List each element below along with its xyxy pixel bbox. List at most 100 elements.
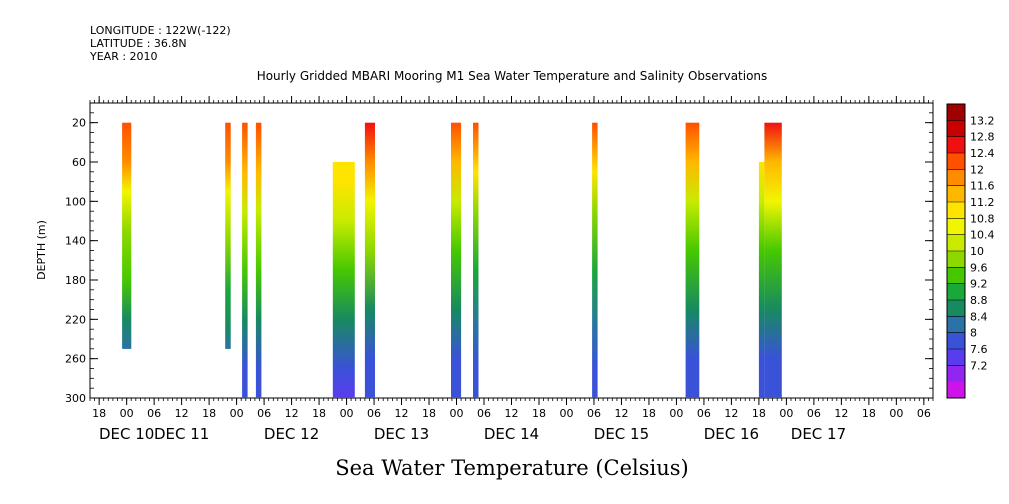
x-tick-label: 00 [559,407,573,420]
temperature-band [364,122,375,398]
temperature-band [758,162,765,398]
x-tick-label: 00 [669,407,683,420]
x-tick-label: 12 [285,407,299,420]
temperature-band [255,122,262,398]
x-tick-label: 18 [422,407,436,420]
y-tick-label: 300 [65,392,86,405]
colorbar-swatch [947,349,965,366]
x-tick-label: 18 [202,407,216,420]
colorbar-label: 9.2 [970,278,988,291]
temperature-band [473,122,479,398]
temperature-band [122,122,132,349]
x-day-label: DEC 13 [374,425,429,443]
colorbar-label: 10 [970,245,984,258]
x-tick-label: 00 [340,407,354,420]
x-tick-label: 12 [175,407,189,420]
x-tick-label: 12 [614,407,628,420]
x-tick-label: 06 [477,407,491,420]
x-tick-label: 00 [450,407,464,420]
x-tick-label: 06 [807,407,821,420]
longitude-label: LONGITUDE : 122W(-122) [90,24,231,37]
y-tick-label: 180 [65,274,86,287]
colorbar-label: 12 [970,163,984,176]
y-axis: 20 60 100 140 180 220 260 300 [65,112,933,405]
colorbar-label: 12.8 [970,131,995,144]
colorbar-label: 12.4 [970,147,995,160]
latitude-label: LATITUDE : 36.8N [90,37,187,50]
temperature-band [451,122,462,398]
chart-title: Hourly Gridded MBARI Mooring M1 Sea Wate… [257,69,768,83]
colorbar-label: 10.8 [970,212,995,225]
x-tick-label: 18 [752,407,766,420]
colorbar-swatch [947,169,965,187]
x-tick-label: 06 [147,407,161,420]
x-tick-label: 06 [367,407,381,420]
temperature-band [225,122,231,349]
x-tick-label: 00 [120,407,134,420]
x-tick-label: 18 [862,407,876,420]
x-day-label: DEC 15 [594,425,649,443]
colorbar-swatch [947,332,965,350]
x-tick-label: 06 [697,407,711,420]
colorbar-label: 8 [970,327,977,340]
temperature-band [764,122,782,398]
x-tick-label: 12 [834,407,848,420]
x-axis: 18 00 06 12 18 00 06 12 18 00 06 12 18 00 06 12 18 00 06 12… [89,96,934,443]
colorbar-swatch [947,381,965,399]
x-tick-label: 18 [312,407,326,420]
x-tick-label: 12 [724,407,738,420]
x-tick-label: 00 [230,407,244,420]
colorbar-swatch [947,365,965,383]
colorbar-swatch [947,251,965,268]
x-tick-label: 18 [532,407,546,420]
colorbar-swatch [947,218,965,236]
y-tick-label: 140 [65,235,86,248]
colorbar-label: 11.6 [970,180,995,193]
x-tick-label: 18 [92,407,106,420]
colorbar-legend: 13.2 12.8 12.4 12 11.6 11.2 10.8 10.4 10 9.6 9.2 8.… [946,103,995,399]
colorbar-swatch [947,185,965,203]
temperature-band [242,122,248,398]
colorbar-label: 9.6 [970,261,988,274]
colorbar-swatch [947,234,965,252]
temperature-bands [122,122,782,398]
x-axis-label: Sea Water Temperature (Celsius) [335,456,689,480]
y-tick-label: 20 [72,117,86,130]
colorbar-label: 11.2 [970,196,995,209]
plot-area [89,102,934,399]
colorbar-label: 8.8 [970,294,988,307]
temperature-band [332,162,355,398]
y-tick-label: 60 [72,156,86,169]
x-day-label: DEC 11 [154,425,209,443]
colorbar-swatch [947,202,965,219]
x-tick-label: 12 [505,407,519,420]
colorbar-swatch [947,267,965,285]
year-label: YEAR : 2010 [90,50,158,63]
x-day-label: DEC 17 [791,425,846,443]
colorbar-swatch [947,316,965,334]
colorbar-swatch [947,300,965,317]
y-tick-label: 220 [65,313,86,326]
colorbar-label: 10.4 [970,229,995,242]
temperature-band [685,122,700,398]
colorbar-swatch [947,120,965,138]
colorbar-label: 7.2 [970,359,988,372]
colorbar-label: 13.2 [970,114,995,127]
x-tick-label: 00 [889,407,903,420]
x-tick-label: 06 [917,407,931,420]
x-tick-label: 18 [642,407,656,420]
y-axis-label: DEPTH (m) [35,220,48,280]
colorbar-swatch [947,153,965,170]
x-day-label: DEC 10 [99,425,154,443]
x-tick-label: 06 [257,407,271,420]
colorbar-label: 8.4 [970,310,988,323]
y-tick-label: 260 [65,353,86,366]
y-tick-label: 100 [65,195,86,208]
temperature-band [592,122,598,398]
colorbar-swatch [947,104,965,121]
x-tick-label: 06 [587,407,601,420]
x-day-label: DEC 16 [704,425,759,443]
x-tick-label: 12 [395,407,409,420]
colorbar-swatch [947,136,965,154]
